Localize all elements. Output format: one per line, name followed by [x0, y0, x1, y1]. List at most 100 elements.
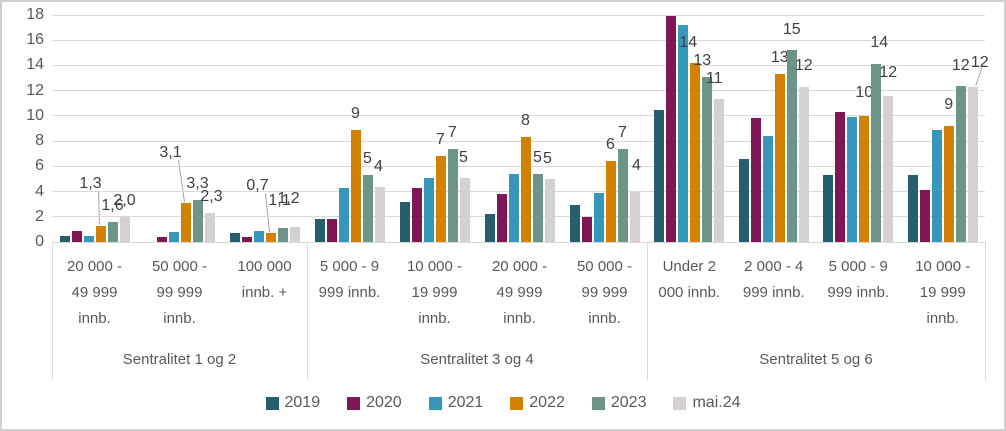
bar-2022: [180, 202, 191, 242]
y-axis-label: 8: [35, 132, 44, 150]
bar-2022: [435, 156, 446, 242]
bar-2020: [326, 219, 337, 242]
section-label-0: Sentralitet 1 og 2: [122, 351, 237, 368]
y-axis-label: 12: [26, 81, 44, 99]
legend-label: 2022: [529, 394, 565, 411]
bar-2020: [750, 118, 761, 242]
legend-item-2021: 2021: [428, 394, 484, 412]
y-axis-label: 14: [26, 56, 44, 74]
section-label-1: Sentralitet 3 og 4: [420, 351, 534, 368]
gridline-y2: [52, 216, 985, 218]
bar-2019: [229, 233, 240, 242]
chart-legend: 2019 2020 2021 2022 2023 mai.24: [2, 394, 1004, 412]
bar-2022: [774, 74, 785, 242]
bar-2023: [362, 175, 373, 242]
legend-swatch-icon: [673, 396, 687, 410]
bar-value-label: 11: [705, 70, 723, 88]
bar-2021: [593, 192, 604, 242]
bar-2021: [423, 177, 434, 242]
bar-value-label: 10: [855, 83, 874, 101]
bar-value-label: 7: [448, 123, 457, 141]
y-axis-label: 16: [26, 31, 44, 49]
gridline-y16: [52, 39, 985, 41]
bar-mai.24: [798, 86, 809, 242]
bar-value-label: 0,7: [246, 177, 269, 195]
bar-2019: [59, 235, 70, 242]
bar-mai.24: [629, 191, 640, 242]
bar-2022: [605, 161, 616, 242]
bar-2021: [931, 129, 942, 242]
bar-mai.24: [374, 186, 385, 242]
category-axis-divider-1: [307, 242, 308, 380]
bar-2020: [919, 190, 930, 242]
bar-2023: [955, 85, 966, 242]
bar-value-label: 5: [543, 149, 552, 167]
bar-value-label: 1,3: [79, 174, 102, 192]
bar-2020: [581, 216, 592, 242]
bar-value-label: 3,1: [159, 143, 182, 161]
y-axis-label: 18: [26, 6, 44, 23]
bar-2019: [907, 175, 918, 242]
bar-value-label: 1,6: [101, 196, 124, 214]
bar-2022: [95, 225, 106, 242]
bar-value-label: 2,0: [113, 191, 136, 209]
bar-value-label: 12: [970, 53, 989, 71]
category-axis-divider-0: [52, 242, 53, 380]
bar-2020: [496, 194, 507, 242]
legend-item-2022: 2022: [510, 394, 565, 412]
legend-label: 2020: [366, 394, 402, 411]
bar-mai.24: [883, 95, 894, 242]
bar-2022: [350, 129, 361, 242]
bar-2022: [943, 125, 954, 242]
bar-value-label: 5: [459, 148, 468, 166]
bar-mai.24: [289, 226, 300, 242]
bar-value-label: 2,3: [200, 187, 223, 205]
bar-2023: [702, 76, 713, 242]
bar-2019: [569, 205, 580, 242]
legend-swatch-icon: [510, 396, 524, 410]
bar-value-label: 5: [363, 150, 372, 168]
y-axis-label: 6: [35, 157, 44, 175]
legend-label: 2021: [447, 394, 484, 411]
bar-2019: [314, 219, 325, 242]
bar-2023: [277, 228, 288, 242]
bar-2020: [241, 236, 252, 242]
bar-2023: [447, 148, 458, 242]
bar-2021: [83, 235, 94, 242]
category-label: 20 000 - 49 999 innb.: [491, 258, 548, 327]
bar-2020: [156, 236, 167, 242]
category-label: 5 000 - 9 999 innb.: [318, 258, 381, 301]
legend-item-mai.24: mai.24: [673, 394, 741, 412]
bar-value-label: 7: [618, 123, 627, 141]
bar-2022: [690, 62, 701, 242]
bar-value-label: 8: [521, 112, 530, 130]
bar-2019: [654, 109, 665, 242]
bar-2021: [253, 230, 264, 242]
bar-2023: [532, 173, 543, 242]
category-label: 10 000 - 19 999 innb.: [915, 258, 971, 327]
bar-value-label: 12: [794, 56, 813, 74]
bar-2019: [399, 201, 410, 242]
bar-value-label: 4: [374, 157, 383, 175]
gridline-y4: [52, 191, 985, 193]
gridline-y10: [52, 115, 985, 117]
bar-value-label: 13: [693, 51, 712, 69]
bar-2023: [786, 50, 797, 242]
legend-swatch-icon: [428, 396, 442, 410]
bar-2023: [617, 148, 628, 242]
legend-swatch-icon: [347, 396, 361, 410]
bar-2021: [338, 187, 349, 242]
category-label: 50 000 - 99 999 innb.: [576, 258, 633, 327]
category-label: 2 000 - 4 999 innb.: [742, 258, 805, 301]
legend-item-2019: 2019: [265, 394, 320, 412]
category-label: Under 2 000 innb.: [658, 258, 721, 301]
bar-value-label: 14: [679, 33, 698, 51]
bar-2020: [835, 112, 846, 242]
bar-mai.24: [544, 178, 555, 242]
bar-2019: [823, 175, 834, 242]
section-label-2: Sentralitet 5 og 6: [759, 351, 873, 368]
gridline-y12: [52, 90, 985, 92]
bar-value-label: 14: [870, 34, 889, 52]
bar-2021: [847, 117, 858, 242]
